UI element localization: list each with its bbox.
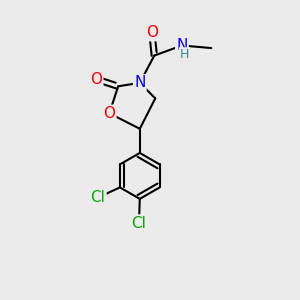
Text: Cl: Cl [131,215,146,230]
Text: Cl: Cl [91,190,106,205]
Text: O: O [146,25,158,40]
Text: O: O [90,72,102,87]
Text: N: N [134,75,146,90]
Text: O: O [103,106,116,121]
Text: H: H [180,48,189,61]
Text: N: N [176,38,188,53]
